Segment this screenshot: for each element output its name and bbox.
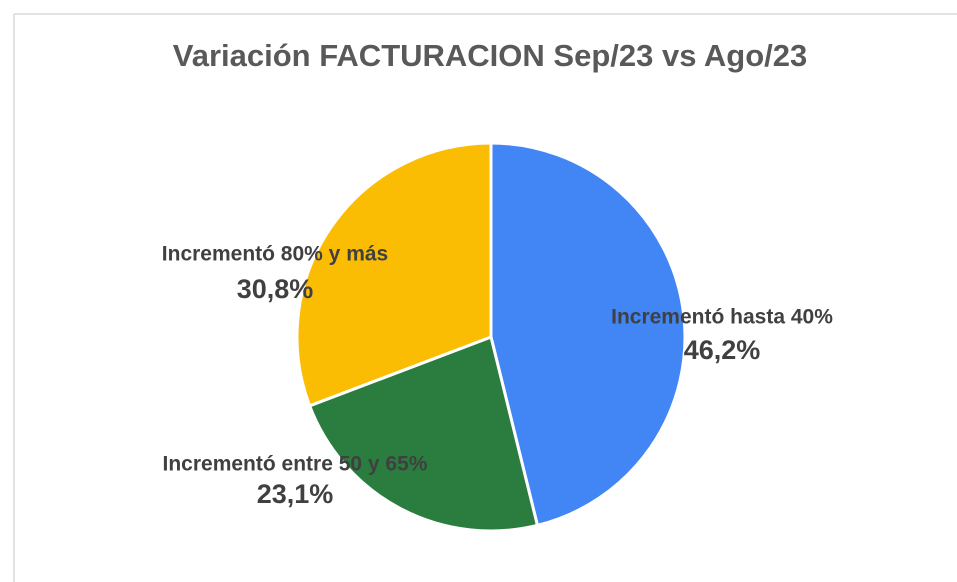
slice-value-label: 46,2%	[684, 335, 761, 365]
chart-title: Variación FACTURACION Sep/23 vs Ago/23	[173, 38, 808, 73]
pie-slice	[295, 141, 493, 408]
slice-category-label: Incrementó hasta 40%	[611, 306, 833, 329]
slice-value-label: 30,8%	[237, 274, 314, 304]
pie-slice	[489, 141, 687, 528]
slice-value-label: 23,1%	[257, 479, 334, 509]
slice-category-label: Incrementó 80% y más	[162, 243, 388, 266]
slice-category-label: Incrementó entre 50 y 65%	[163, 453, 428, 476]
